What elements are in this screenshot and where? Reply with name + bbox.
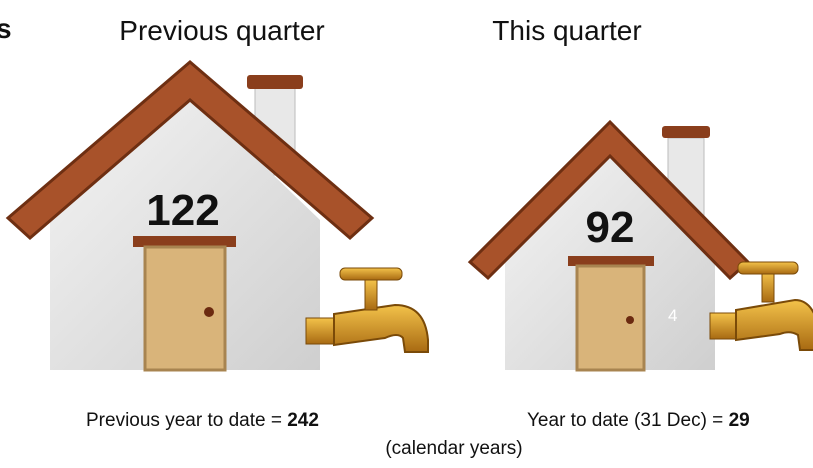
house-label: Previous quarter	[119, 15, 324, 46]
house-value: 122	[146, 186, 219, 235]
current-ytd-text: Year to date (31 Dec) =	[527, 410, 729, 431]
header-fragment: s	[0, 13, 12, 44]
door-knob	[626, 316, 634, 324]
house-label: This quarter	[492, 15, 641, 46]
caption: (calendar years)	[385, 438, 522, 459]
door-lintel	[133, 236, 236, 247]
house-note: 4	[668, 306, 677, 325]
faucet	[709, 261, 813, 351]
current-ytd: Year to date (31 Dec) = 29	[527, 410, 750, 431]
door	[143, 245, 227, 372]
house-value: 92	[586, 203, 635, 252]
faucet	[305, 267, 429, 353]
chimney-cap	[247, 75, 303, 89]
chimney-cap	[662, 126, 710, 138]
previous-ytd-value: 242	[287, 410, 319, 431]
door-knob	[204, 307, 214, 317]
previous-ytd-text: Previous year to date =	[86, 410, 287, 431]
roof	[467, 119, 751, 281]
house: Previous quarter 122	[5, 15, 429, 372]
door-lintel	[568, 256, 654, 266]
door	[575, 264, 646, 372]
previous-ytd: Previous year to date = 242	[86, 410, 319, 431]
current-ytd-value: 29	[729, 410, 750, 431]
house: This quarter 92 4	[467, 15, 813, 372]
roof	[5, 60, 375, 241]
